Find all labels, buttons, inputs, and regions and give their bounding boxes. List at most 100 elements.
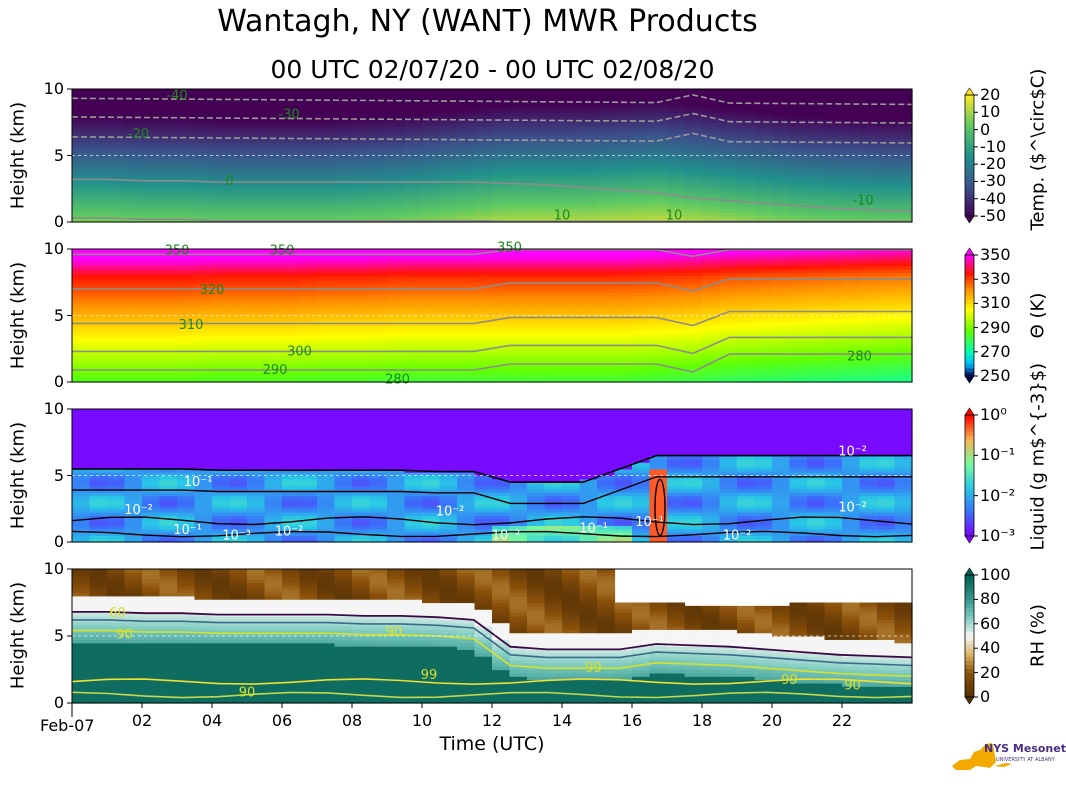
field-cell [229,138,248,143]
field-cell [369,195,388,200]
field-cell [89,365,108,370]
field-cell [282,92,301,97]
field-cell [299,158,318,163]
field-cell [194,118,213,123]
field-cell [107,375,126,380]
field-cell [142,118,161,123]
field-cell [142,292,161,297]
field-cell [89,178,108,183]
field-cell [544,132,563,137]
field-cell [842,122,861,127]
field-cell [544,188,563,193]
field-cell [177,272,196,277]
field-cell [632,92,651,97]
field-cell [124,342,143,347]
field-cell [247,312,266,317]
field-cell [334,128,353,133]
field-cell [159,308,178,313]
field-cell [142,158,161,163]
field-cell [264,142,283,147]
field-cell [509,128,528,133]
field-cell [579,208,598,213]
field-cell [72,178,91,183]
field-cell [124,352,143,356]
field-cell [597,168,616,173]
field-cell [334,162,353,167]
field-cell [667,95,686,100]
field-cell [859,185,878,190]
field-cell [177,262,196,267]
field-cell [352,302,371,307]
field-cell [282,305,301,310]
field-cell [107,182,126,187]
field-cell [404,409,423,413]
field-cell [597,172,616,177]
field-cell [212,338,231,343]
field-cell [334,249,353,253]
field-cell [562,148,581,153]
field-cell [422,195,441,200]
field-cell [124,335,143,340]
field-cell [352,215,371,220]
field-cell [807,175,826,180]
field-cell [317,325,336,330]
field-cell [754,215,773,220]
field-cell [247,352,266,356]
field-cell [369,165,388,170]
field-cell [684,105,703,110]
field-cell [352,132,371,137]
field-cell [142,365,161,370]
field-cell [632,198,651,203]
field-cell [387,175,406,180]
field-cell [107,305,126,310]
field-cell [247,282,266,287]
field-cell [439,148,458,153]
field-cell [229,352,248,356]
field-cell [282,105,301,110]
field-cell [562,212,581,216]
colorbar-swatch [965,103,974,108]
field-cell [597,98,616,103]
field-cell [107,92,126,97]
field-cell [124,358,143,363]
field-cell [474,409,493,413]
field-cell [177,352,196,356]
field-cell [124,355,143,360]
field-cell [89,332,108,337]
field-cell [457,92,476,97]
colorbar-extend-bottom [964,375,975,384]
field-cell [299,155,318,160]
field-cell [369,112,388,117]
field-cell [72,288,91,293]
field-cell [229,282,248,287]
field-cell [212,202,231,206]
field-cell [107,255,126,260]
field-cell [229,255,248,260]
field-cell [562,202,581,206]
field-cell [317,158,336,163]
field-cell [299,292,318,297]
field-cell [194,205,213,210]
field-cell [194,132,213,137]
field-cell [159,195,178,200]
field-cell [299,335,318,340]
field-cell [702,125,721,130]
field-cell [369,352,388,356]
field-cell [562,145,581,150]
field-cell [264,105,283,110]
field-cell [894,125,913,130]
field-cell [212,198,231,203]
field-cell [894,132,913,137]
field-cell [544,198,563,203]
field-cell [404,102,423,107]
field-cell [439,92,458,97]
field-cell [72,328,91,333]
field-cell [352,105,371,110]
field-cell [754,162,773,167]
field-cell [194,249,213,253]
field-cell [422,145,441,150]
field-cell [124,175,143,180]
field-cell [352,358,371,363]
colorbar-swatch [965,255,974,260]
field-cell [527,192,546,196]
